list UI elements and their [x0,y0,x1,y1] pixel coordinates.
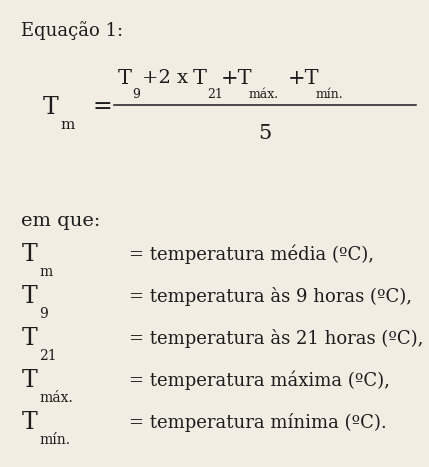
Text: +T: +T [287,69,319,88]
Text: T: T [118,69,132,88]
Text: = temperatura às 9 horas (ºC),: = temperatura às 9 horas (ºC), [129,287,412,306]
Text: T: T [21,243,37,266]
Text: em que:: em que: [21,212,101,231]
Text: máx.: máx. [249,88,279,101]
Text: T: T [21,285,37,308]
Text: = temperatura às 21 horas (ºC),: = temperatura às 21 horas (ºC), [129,329,423,348]
Text: m: m [61,118,76,132]
Text: +T: +T [221,69,253,88]
Text: 9: 9 [39,307,48,321]
Text: Equação 1:: Equação 1: [21,21,124,40]
Text: =: = [92,95,112,118]
Text: T: T [21,369,37,392]
Text: T: T [21,411,37,434]
Text: mín.: mín. [39,433,70,447]
Text: 5: 5 [258,124,272,142]
Text: = temperatura mínima (ºC).: = temperatura mínima (ºC). [129,413,387,432]
Text: 21: 21 [207,88,223,101]
Text: T: T [21,327,37,350]
Text: T: T [193,69,207,88]
Text: = temperatura máxima (ºC),: = temperatura máxima (ºC), [129,371,390,390]
Text: m: m [39,265,53,279]
Text: 21: 21 [39,349,57,363]
Text: máx.: máx. [39,391,73,405]
Text: +2 x: +2 x [142,70,194,87]
Text: = temperatura média (ºC),: = temperatura média (ºC), [129,245,374,264]
Text: T: T [43,96,59,119]
Text: 9: 9 [132,88,140,101]
Text: mín.: mín. [315,88,343,101]
